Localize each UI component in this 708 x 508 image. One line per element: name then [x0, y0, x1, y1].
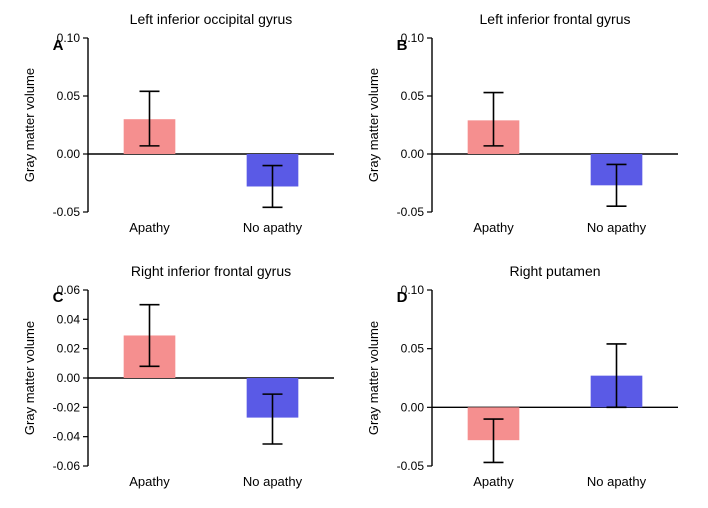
y-tick-label: 0.05 [57, 89, 81, 103]
category-label: No apathy [587, 220, 647, 235]
category-label: Apathy [129, 220, 170, 235]
y-axis-label: Gray matter volume [366, 321, 381, 435]
panel-title: Right inferior frontal gyrus [131, 263, 291, 279]
figure: Left inferior occipital gyrusAGray matte… [0, 0, 708, 508]
panel-title: Left inferior frontal gyrus [480, 11, 631, 27]
panel-d: Right putamenDGray matter volume-0.050.0… [364, 260, 688, 498]
y-tick-label: -0.05 [53, 205, 81, 219]
y-tick-label: -0.04 [53, 430, 81, 444]
y-axis-label: Gray matter volume [22, 68, 37, 182]
y-tick-label: -0.02 [53, 400, 81, 414]
y-tick-label: 0.00 [401, 400, 425, 414]
y-tick-label: -0.06 [53, 459, 81, 473]
category-label: Apathy [473, 474, 514, 489]
y-axis-label: Gray matter volume [22, 321, 37, 435]
category-label: Apathy [129, 474, 170, 489]
category-label: No apathy [243, 220, 303, 235]
category-label: No apathy [587, 474, 647, 489]
y-tick-label: 0.06 [57, 283, 81, 297]
y-tick-label: 0.10 [401, 283, 425, 297]
y-tick-label: 0.10 [401, 31, 425, 45]
y-tick-label: 0.05 [401, 342, 425, 356]
panel-title: Right putamen [509, 263, 600, 279]
y-tick-label: 0.00 [57, 147, 81, 161]
y-tick-label: 0.10 [57, 31, 81, 45]
panel-c: Right inferior frontal gyrusCGray matter… [20, 260, 344, 498]
category-label: No apathy [243, 474, 303, 489]
y-tick-label: -0.05 [397, 459, 425, 473]
panel-title: Left inferior occipital gyrus [130, 11, 293, 27]
panel-a: Left inferior occipital gyrusAGray matte… [20, 8, 344, 244]
category-label: Apathy [473, 220, 514, 235]
y-axis-label: Gray matter volume [366, 68, 381, 182]
y-tick-label: 0.00 [401, 147, 425, 161]
panel-b: Left inferior frontal gyrusBGray matter … [364, 8, 688, 244]
y-tick-label: -0.05 [397, 205, 425, 219]
y-tick-label: 0.04 [57, 312, 81, 326]
y-tick-label: 0.05 [401, 89, 425, 103]
y-tick-label: 0.00 [57, 371, 81, 385]
y-tick-label: 0.02 [57, 342, 81, 356]
